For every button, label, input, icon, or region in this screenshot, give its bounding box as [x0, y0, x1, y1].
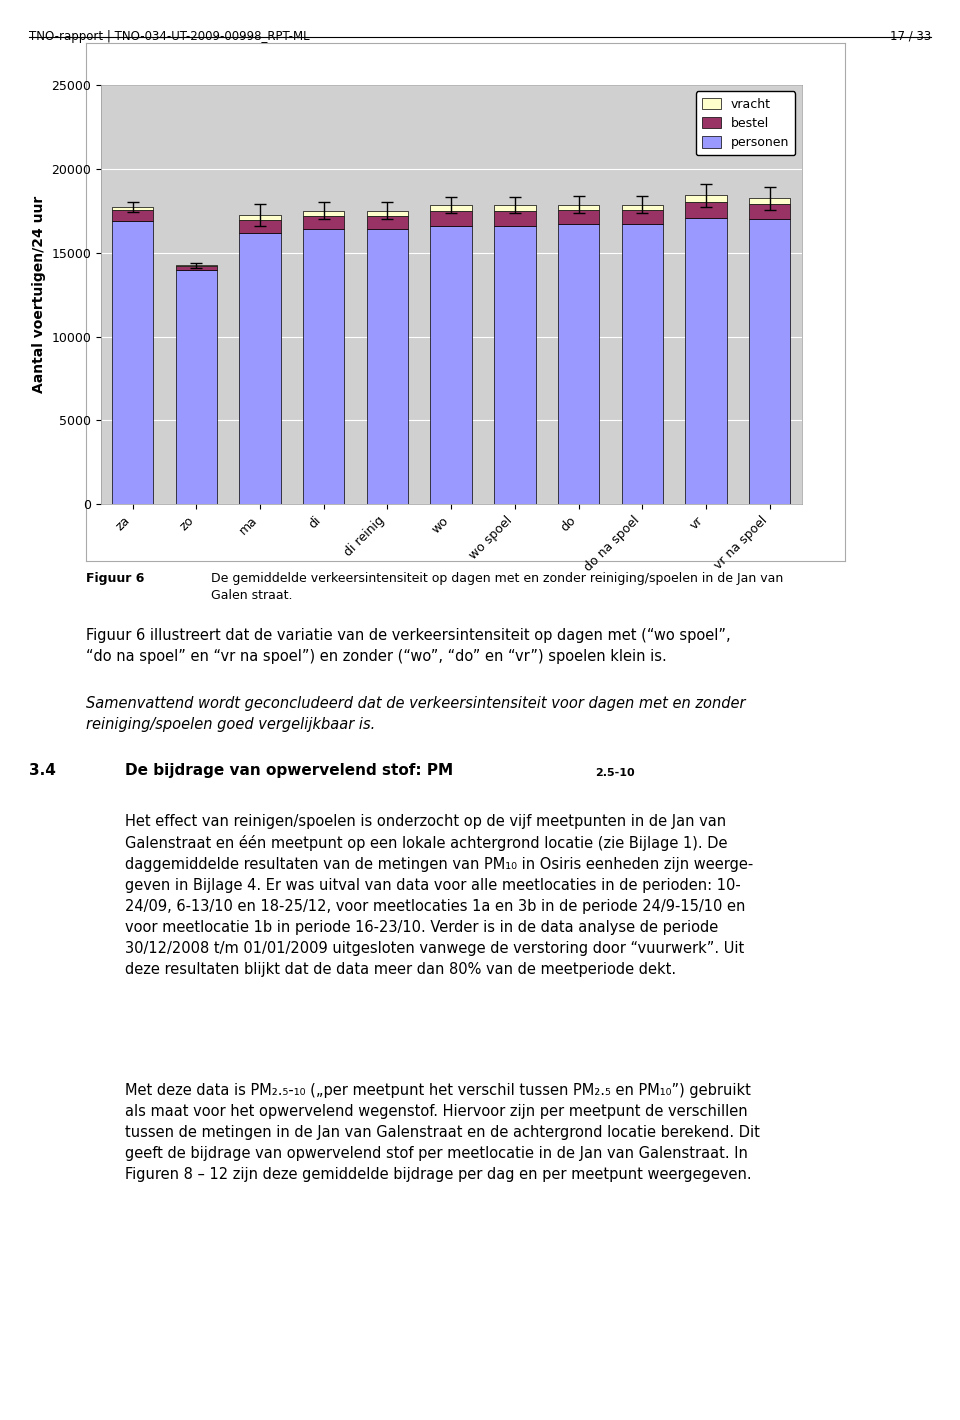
Bar [749, 199, 790, 204]
Text: Figuur 6: Figuur 6 [86, 572, 145, 585]
Y-axis label: Aantal voertuigen/24 uur: Aantal voertuigen/24 uur [32, 196, 46, 393]
Bar [494, 226, 536, 504]
Bar [303, 216, 345, 229]
Text: De gemiddelde verkeersintensiteit op dagen met en zonder reiniging/spoelen in de: De gemiddelde verkeersintensiteit op dag… [211, 572, 783, 602]
Text: Figuur 6 illustreert dat de variatie van de verkeersintensiteit op dagen met (“w: Figuur 6 illustreert dat de variatie van… [86, 628, 731, 663]
Text: De bijdrage van opwervelend stof: PM: De bijdrage van opwervelend stof: PM [125, 763, 453, 778]
Text: Samenvattend wordt geconcludeerd dat de verkeersintensiteit voor dagen met en zo: Samenvattend wordt geconcludeerd dat de … [86, 696, 746, 731]
Bar [112, 210, 154, 222]
Bar [494, 210, 536, 226]
Bar [430, 226, 472, 504]
Text: 3.4: 3.4 [29, 763, 56, 778]
Bar [112, 207, 154, 210]
Bar [685, 196, 727, 202]
Bar [303, 229, 345, 504]
Text: Met deze data is PM₂.₅-₁₀ („per meetpunt het verschil tussen PM₂.₅ en PM₁₀”) geb: Met deze data is PM₂.₅-₁₀ („per meetpunt… [125, 1083, 759, 1183]
Bar [430, 210, 472, 226]
Bar [749, 204, 790, 219]
Bar [176, 266, 217, 270]
Bar [685, 202, 727, 217]
Bar [622, 204, 663, 210]
Bar [749, 219, 790, 504]
Bar [367, 216, 408, 229]
Bar [367, 229, 408, 504]
Bar [303, 210, 345, 216]
Bar [622, 210, 663, 224]
Bar [176, 270, 217, 504]
Bar [112, 222, 154, 504]
Bar [558, 210, 599, 224]
Text: 17 / 33: 17 / 33 [890, 30, 931, 43]
Bar [239, 220, 280, 233]
Bar [558, 204, 599, 210]
Text: TNO-rapport | TNO-034-UT-2009-00998_RPT-ML: TNO-rapport | TNO-034-UT-2009-00998_RPT-… [29, 30, 309, 43]
Bar [558, 224, 599, 504]
Bar [622, 224, 663, 504]
Text: Het effect van reinigen/spoelen is onderzocht op de vijf meetpunten in de Jan va: Het effect van reinigen/spoelen is onder… [125, 814, 753, 977]
Bar [239, 233, 280, 504]
Text: 2.5-10: 2.5-10 [595, 768, 635, 778]
Bar [494, 204, 536, 210]
Bar [430, 204, 472, 210]
Bar [367, 210, 408, 216]
Legend: vracht, bestel, personen: vracht, bestel, personen [696, 91, 795, 155]
Bar [239, 214, 280, 220]
Bar [685, 217, 727, 504]
